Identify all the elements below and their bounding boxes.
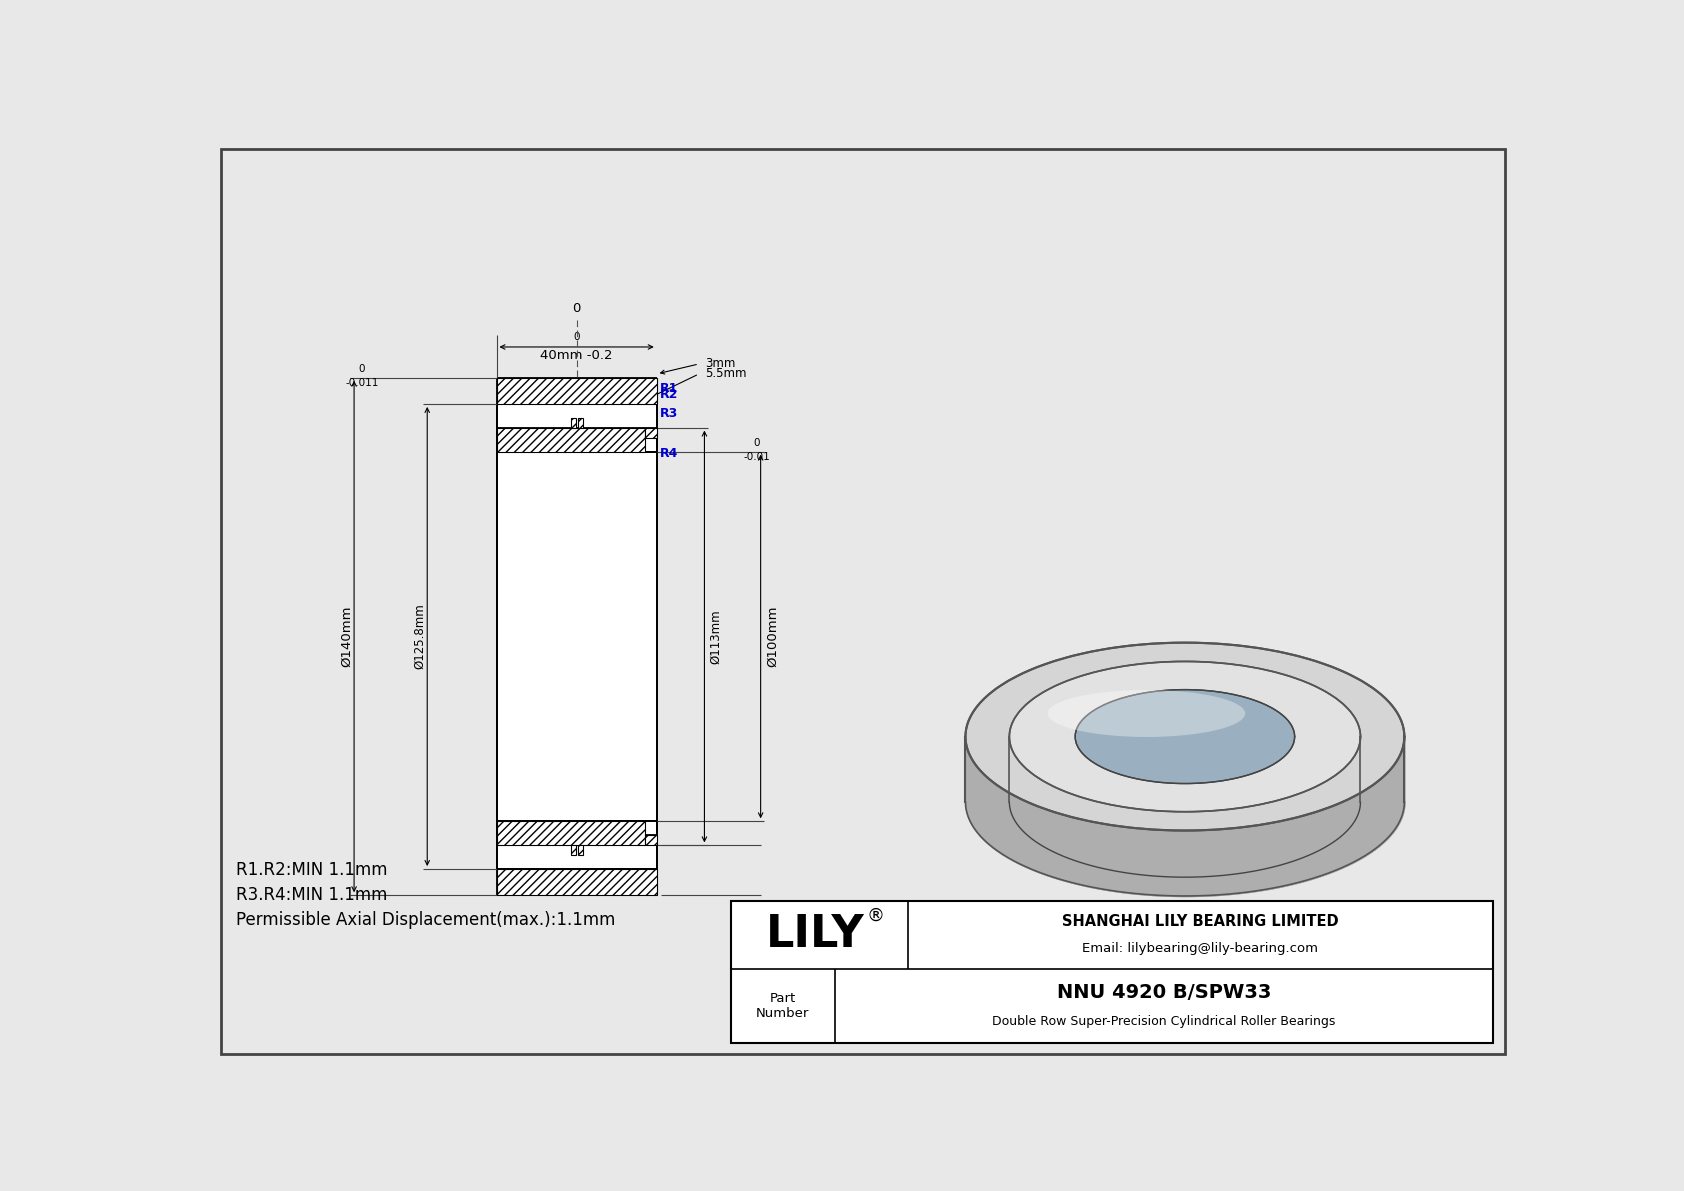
Bar — [497, 822, 645, 846]
Text: Ø125.8mm: Ø125.8mm — [413, 604, 426, 669]
Text: 3mm: 3mm — [706, 357, 736, 370]
Bar — [497, 378, 657, 404]
Text: ®: ® — [867, 906, 884, 924]
Text: Part
Number: Part Number — [756, 992, 810, 1019]
Ellipse shape — [1047, 690, 1244, 737]
Text: -0.01: -0.01 — [743, 451, 770, 462]
Bar — [571, 418, 576, 428]
Text: -0.011: -0.011 — [345, 378, 379, 388]
Text: 0: 0 — [573, 331, 579, 342]
Bar — [497, 428, 645, 451]
Text: R1.R2:MIN 1.1mm: R1.R2:MIN 1.1mm — [236, 861, 387, 879]
Bar — [645, 428, 657, 438]
Text: LILY: LILY — [766, 913, 864, 956]
Bar — [571, 418, 576, 428]
Ellipse shape — [965, 643, 1404, 830]
Text: 5.5mm: 5.5mm — [706, 367, 746, 380]
Ellipse shape — [1074, 690, 1295, 784]
Text: R1: R1 — [660, 381, 679, 394]
Text: 0: 0 — [573, 301, 581, 314]
Bar — [645, 835, 657, 846]
Text: Ø100mm: Ø100mm — [766, 606, 778, 667]
Text: NNU 4920 B/SPW33: NNU 4920 B/SPW33 — [1056, 983, 1271, 1002]
Bar — [731, 900, 1494, 1043]
Ellipse shape — [1009, 661, 1361, 812]
Bar — [571, 846, 576, 855]
Text: R4: R4 — [660, 447, 679, 460]
Bar — [578, 418, 583, 428]
Bar — [645, 428, 657, 438]
Bar — [497, 404, 657, 869]
Bar — [497, 428, 645, 451]
Bar — [578, 418, 583, 428]
Bar — [578, 846, 583, 855]
Bar — [497, 378, 657, 404]
Bar — [571, 846, 576, 855]
Text: R3: R3 — [660, 407, 679, 420]
Text: R3.R4:MIN 1.1mm: R3.R4:MIN 1.1mm — [236, 886, 387, 904]
Bar — [645, 835, 657, 846]
Text: R2: R2 — [660, 388, 679, 401]
Bar — [578, 846, 583, 855]
Bar — [497, 869, 657, 896]
Text: 0: 0 — [753, 438, 759, 448]
Text: Permissible Axial Displacement(max.):1.1mm: Permissible Axial Displacement(max.):1.1… — [236, 911, 616, 929]
Text: SHANGHAI LILY BEARING LIMITED: SHANGHAI LILY BEARING LIMITED — [1063, 915, 1339, 929]
Text: Ø140mm: Ø140mm — [340, 606, 354, 667]
Text: 40mm -0.2: 40mm -0.2 — [541, 349, 613, 362]
Bar — [497, 822, 645, 846]
Text: 0: 0 — [359, 364, 365, 374]
Text: Ø113mm: Ø113mm — [709, 609, 722, 663]
Text: Double Row Super-Precision Cylindrical Roller Bearings: Double Row Super-Precision Cylindrical R… — [992, 1015, 1335, 1028]
Bar — [497, 869, 657, 896]
Text: Email: lilybearing@lily-bearing.com: Email: lilybearing@lily-bearing.com — [1083, 942, 1319, 955]
